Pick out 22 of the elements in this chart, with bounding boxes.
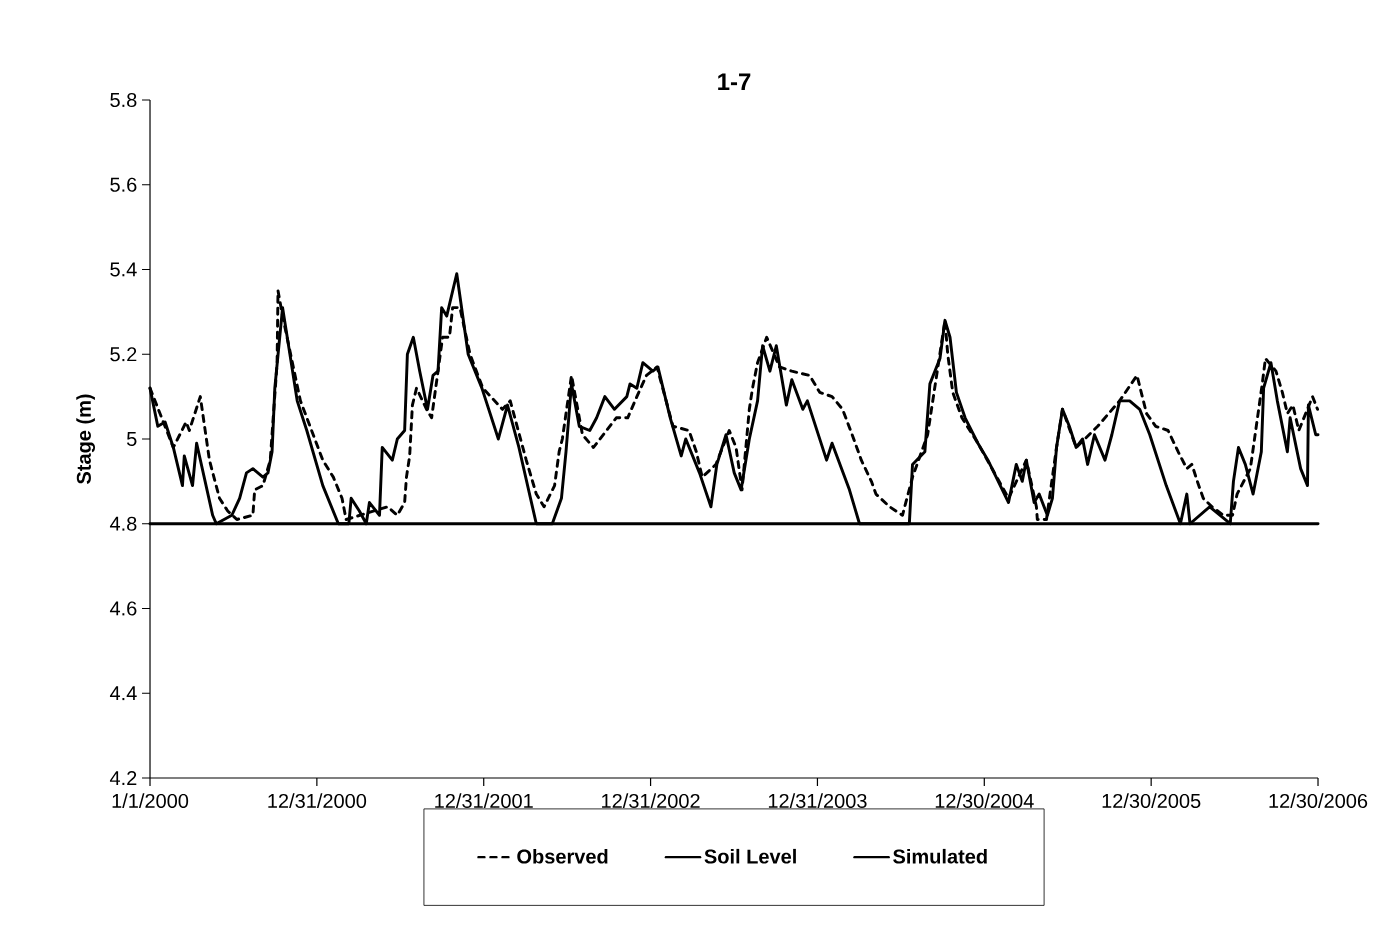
y-tick-label: 4.4 bbox=[109, 686, 137, 701]
x-tick-label: 12/31/2001 bbox=[435, 793, 533, 809]
legend-label: Soil Level bbox=[704, 848, 796, 864]
x-tick-label: 12/30/2005 bbox=[1102, 793, 1201, 809]
x-tick-label: 12/30/2004 bbox=[935, 793, 1034, 809]
legend-label: Observed bbox=[517, 848, 608, 864]
y-tick-label: 5.6 bbox=[110, 177, 137, 192]
chart-title: 1-7 bbox=[718, 73, 751, 90]
x-tick-label: 12/31/2003 bbox=[768, 793, 867, 809]
x-tick-label: 12/31/2000 bbox=[268, 793, 367, 809]
y-tick-label: 5 bbox=[126, 432, 137, 446]
legend-label: Simulated bbox=[893, 848, 987, 864]
y-tick-label: 5.2 bbox=[110, 347, 137, 362]
x-tick-label: 12/31/2002 bbox=[602, 793, 700, 809]
x-tick-label: 12/30/2006 bbox=[1269, 793, 1368, 809]
y-tick-label: 4.2 bbox=[109, 771, 137, 785]
y-tick-label: 4.6 bbox=[109, 601, 137, 616]
y-tick-label: 5.8 bbox=[110, 92, 137, 108]
x-tick-label: 1/1/2000 bbox=[112, 793, 189, 809]
y-tick-label: 5.4 bbox=[110, 262, 137, 277]
y-tick-label: 4.8 bbox=[109, 516, 137, 531]
y-axis-title: Stage (m) bbox=[76, 394, 96, 484]
